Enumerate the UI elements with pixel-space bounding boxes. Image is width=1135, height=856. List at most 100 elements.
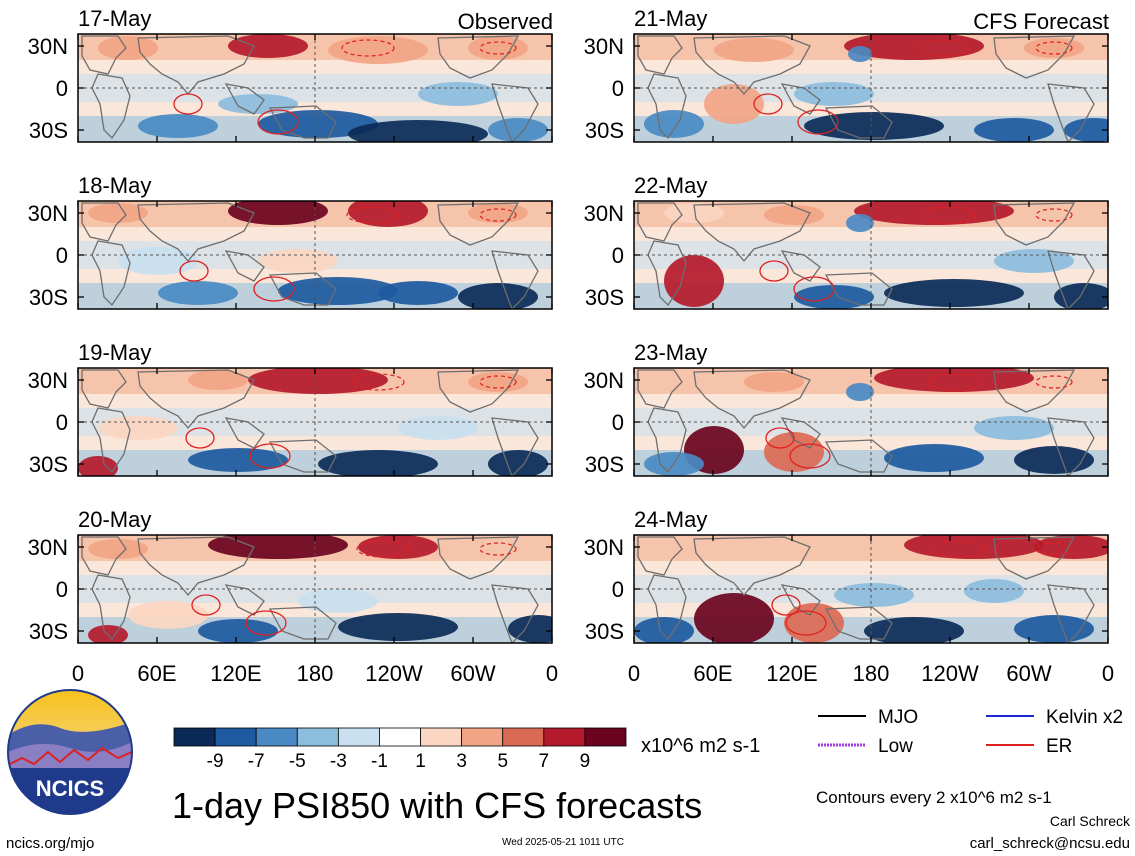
map-panel: 19-May 30N 0 30S bbox=[28, 340, 553, 477]
field-anomaly bbox=[98, 416, 178, 440]
field-anomaly bbox=[298, 589, 378, 613]
lat-tick: 30S bbox=[585, 118, 624, 143]
legend-label-kelvin: Kelvin x2 bbox=[1046, 707, 1123, 728]
lat-tick: 30S bbox=[29, 285, 68, 310]
lon-tick: 0 bbox=[628, 661, 640, 686]
lat-tick: 30N bbox=[28, 201, 68, 226]
colorbar-tick: -1 bbox=[371, 751, 388, 772]
contour-legend: MJO Kelvin x2 Low ER bbox=[818, 707, 1123, 757]
map-panel: 20-May 30N 0 30S bbox=[28, 507, 553, 644]
coastline bbox=[437, 202, 520, 246]
colorbar-tick: 1 bbox=[415, 751, 426, 772]
lon-tick: 120E bbox=[210, 661, 261, 686]
field-anomaly bbox=[158, 281, 238, 305]
field-anomaly bbox=[348, 201, 428, 227]
field-anomaly bbox=[88, 203, 148, 223]
field-anomaly bbox=[318, 450, 438, 476]
lat-tick: 0 bbox=[612, 243, 624, 268]
field-anomaly bbox=[228, 34, 308, 58]
er-contour bbox=[257, 109, 299, 135]
field-anomaly bbox=[1064, 118, 1108, 142]
field-anomaly bbox=[198, 619, 278, 643]
coastline bbox=[91, 240, 131, 307]
colorbar-swatch bbox=[296, 727, 339, 747]
er-contour bbox=[341, 39, 395, 57]
coastline bbox=[268, 439, 337, 473]
lat-tick: 30N bbox=[28, 535, 68, 560]
field-anomaly bbox=[248, 368, 388, 394]
lon-tick: 60E bbox=[693, 661, 732, 686]
panel-date: 24-May bbox=[634, 507, 707, 532]
field-anomaly bbox=[634, 617, 694, 643]
panel-date: 18-May bbox=[78, 173, 151, 198]
lat-tick: 30S bbox=[29, 118, 68, 143]
legend-label-er: ER bbox=[1046, 736, 1072, 757]
field-anomaly bbox=[98, 36, 158, 60]
coastline bbox=[637, 369, 683, 409]
coastline bbox=[224, 83, 265, 115]
er-contour bbox=[771, 594, 801, 616]
lon-tick: 60W bbox=[450, 661, 495, 686]
field-anomaly bbox=[848, 46, 872, 62]
coastline bbox=[491, 250, 539, 309]
lat-tick: 30N bbox=[584, 201, 624, 226]
logo-text: NCICS bbox=[36, 776, 104, 801]
er-contour bbox=[785, 610, 827, 636]
lat-tick: 0 bbox=[56, 76, 68, 101]
field-anomaly bbox=[118, 247, 198, 275]
field-anomaly bbox=[228, 201, 328, 225]
lat-tick: 30N bbox=[584, 368, 624, 393]
footer-timestamp: Wed 2025-05-21 1011 UTC bbox=[502, 837, 624, 848]
lat-tick: 30N bbox=[28, 368, 68, 393]
colorbar-swatch bbox=[461, 727, 504, 747]
lon-tick: 0 bbox=[546, 661, 558, 686]
field-anomaly bbox=[258, 249, 338, 273]
coastline bbox=[824, 439, 893, 473]
field-anomaly bbox=[664, 255, 724, 307]
er-contour bbox=[797, 109, 839, 135]
field-anomaly bbox=[278, 277, 398, 305]
lon-tick: 120W bbox=[365, 661, 423, 686]
field-anomaly bbox=[834, 583, 914, 607]
field-anomaly bbox=[854, 201, 1014, 225]
observed-label: Observed bbox=[458, 9, 553, 34]
footer-url: ncics.org/mjo bbox=[6, 835, 94, 852]
lat-tick: 0 bbox=[56, 410, 68, 435]
field-anomaly bbox=[1014, 446, 1094, 474]
lon-tick: 60W bbox=[1006, 661, 1051, 686]
field-anomaly bbox=[784, 603, 844, 643]
coastline bbox=[780, 417, 821, 449]
field-anomaly bbox=[884, 444, 984, 472]
field-anomaly bbox=[844, 34, 984, 60]
field-anomaly bbox=[744, 372, 804, 392]
coastline bbox=[1047, 250, 1095, 309]
panel-date: 21-May bbox=[634, 6, 707, 31]
field-anomaly bbox=[846, 383, 874, 401]
colorbar-tick: -9 bbox=[207, 751, 224, 772]
lat-tick: 0 bbox=[56, 243, 68, 268]
contour-note: Contours every 2 x10^6 m2 s-1 bbox=[816, 788, 1052, 807]
er-contour bbox=[789, 443, 831, 469]
coastline bbox=[224, 417, 265, 449]
er-contour bbox=[346, 206, 400, 224]
lat-tick: 30S bbox=[585, 619, 624, 644]
colorbar-tick: 7 bbox=[539, 751, 550, 772]
field-anomaly bbox=[644, 110, 704, 138]
field-anomaly bbox=[348, 120, 488, 142]
field-anomaly bbox=[468, 36, 528, 60]
map-panel: 17-May 30N 0 30S bbox=[28, 6, 553, 143]
field-anomaly bbox=[358, 535, 438, 559]
coastline bbox=[81, 35, 127, 75]
er-contour bbox=[249, 443, 291, 469]
colorbar-tick: 5 bbox=[497, 751, 508, 772]
er-contour bbox=[1035, 41, 1073, 55]
lat-tick: 30N bbox=[584, 34, 624, 59]
colorbar-tick: 9 bbox=[580, 751, 591, 772]
field-anomaly bbox=[258, 110, 378, 138]
colorbar-swatch bbox=[173, 727, 216, 747]
coastline bbox=[993, 536, 1076, 580]
field-anomaly bbox=[208, 535, 348, 559]
field-anomaly bbox=[764, 432, 824, 472]
colorbar-swatch bbox=[337, 727, 380, 747]
coastline bbox=[437, 35, 520, 79]
